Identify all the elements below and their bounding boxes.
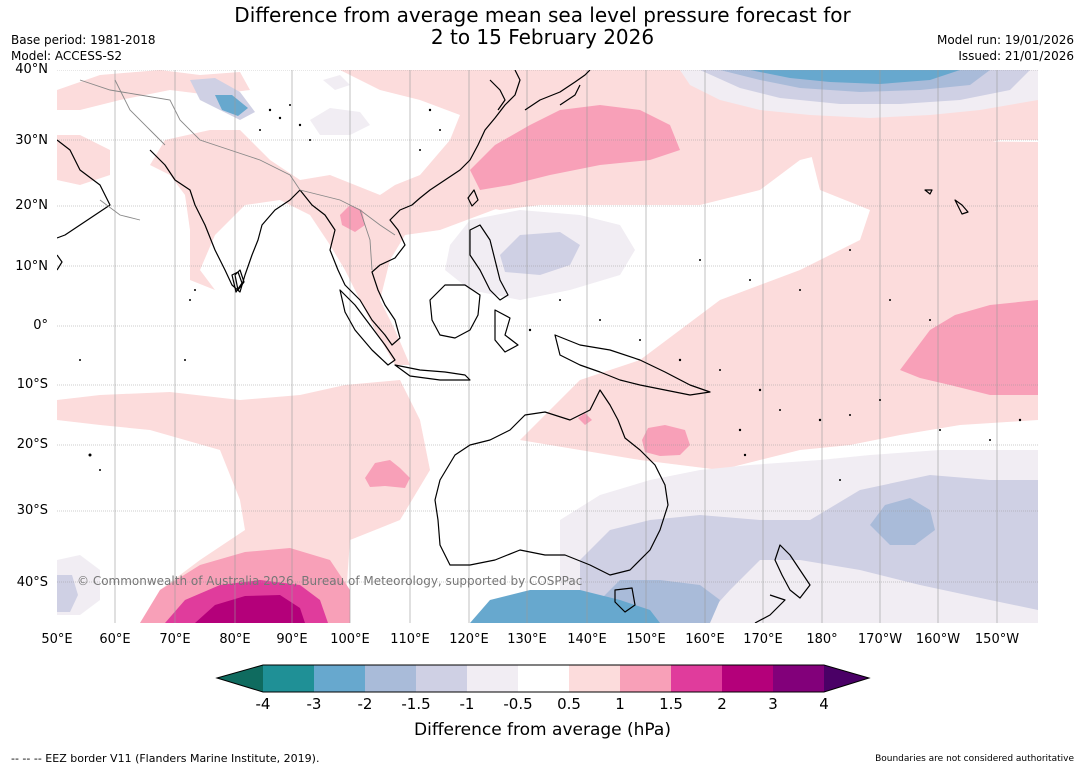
lat-label-30s: 30°S (16, 503, 48, 518)
anomaly-region-blue-tibet (215, 95, 248, 116)
lon-label-160e: 160°E (685, 632, 725, 647)
anomaly-region-rose-japan (470, 105, 680, 190)
colorbar-label-p2: 2 (717, 695, 727, 713)
metadata-right: Model run: 19/01/2026 Issued: 21/01/2026 (937, 32, 1074, 64)
lon-label-80e: 80°E (219, 632, 251, 647)
lon-label-70e: 70°E (159, 632, 191, 647)
anomaly-region-purple-south-indian (195, 595, 305, 623)
lon-label-170e: 170°E (743, 632, 783, 647)
anomaly-region-lightblue-south-west (57, 575, 78, 612)
lon-label-50e: 50°E (41, 632, 73, 647)
lon-label-90e: 90°E (276, 632, 308, 647)
colorbar-seg-3 (365, 665, 416, 692)
colorbar-label-m1-5: -1.5 (401, 695, 431, 713)
colorbar-label-m1: -1 (459, 695, 475, 713)
anomaly-region-pink-indian-ocean (57, 380, 430, 623)
boundaries-disclaimer: Boundaries are not considered authoritat… (875, 754, 1074, 764)
anomaly-region-pink-west-arabia (57, 135, 110, 185)
colorbar-label-m2: -2 (357, 695, 373, 713)
base-period: Base period: 1981-2018 (11, 33, 156, 47)
colorbar-seg-1 (263, 665, 314, 692)
colorbar-label-p0-5: 0.5 (557, 695, 581, 713)
colorbar-seg-11 (773, 665, 824, 692)
anomaly-region-rose-central-pacific (900, 300, 1038, 395)
anomaly-region-rose-indochina (340, 205, 365, 232)
colorbar-seg-6 (518, 665, 569, 692)
colorbar-seg-9 (671, 665, 722, 692)
colorbar-label-m0-5: -0.5 (503, 695, 533, 713)
colorbar-seg-0 (217, 665, 263, 692)
colorbar-seg-7 (569, 665, 620, 692)
lon-label-140e: 140°E (567, 632, 607, 647)
colorbar-label-m3: -3 (306, 695, 322, 713)
lat-label-10n: 10°N (15, 259, 48, 274)
lon-label-180: 180° (806, 632, 838, 647)
anomaly-region-lightblue-philippines (500, 232, 580, 275)
anomaly-region-blue-south-2 (870, 498, 935, 545)
lon-label-120e: 120°E (449, 632, 489, 647)
map-title: Difference from average mean sea level p… (0, 4, 1085, 48)
title-line-1: Difference from average mean sea level p… (234, 3, 851, 27)
lon-label-150e: 150°E (626, 632, 666, 647)
island-specks (79, 104, 1022, 481)
lat-label-20n: 20°N (15, 198, 48, 213)
lat-label-30n: 30°N (15, 133, 48, 148)
anomaly-region-mid-blue-south (470, 590, 660, 623)
lon-label-160w: 160°W (915, 632, 961, 647)
anomaly-region-mid-blue-north-pacific (750, 70, 960, 84)
colorbar-label-p1: 1 (615, 695, 625, 713)
map-area (57, 70, 1038, 623)
lon-label-60e: 60°E (99, 632, 131, 647)
model-name: Model: ACCESS-S2 (11, 49, 123, 63)
copyright-notice: © Commonwealth of Australia 2026, Bureau… (77, 574, 583, 588)
lat-label-10s: 10°S (16, 377, 48, 392)
country-borders (79, 79, 396, 271)
lon-label-150w: 150°W (974, 632, 1020, 647)
colorbar-label-p1-5: 1.5 (659, 695, 683, 713)
colorbar-seg-10 (722, 665, 773, 692)
coastlines (57, 70, 969, 623)
lon-label-110e: 110°E (390, 632, 430, 647)
colorbar-seg-12 (824, 665, 869, 692)
colorbar-title: Difference from average (hPa) (414, 720, 671, 740)
metadata-left: Base period: 1981-2018 Model: ACCESS-S2 (11, 32, 156, 64)
anomaly-region-rose-small (578, 413, 592, 425)
anomaly-region-rose-indian (365, 460, 410, 488)
lon-label-130e: 130°E (507, 632, 547, 647)
lon-label-100e: 100°E (330, 632, 370, 647)
title-line-2: 2 to 15 February 2026 (430, 25, 655, 49)
lat-label-0: 0° (33, 318, 48, 333)
anomaly-region-rose-australia (642, 425, 690, 456)
lat-label-40n: 40°N (15, 62, 48, 77)
lat-label-40s: 40°S (16, 575, 48, 590)
graticule-grid (57, 70, 1038, 623)
model-run: Model run: 19/01/2026 (936, 33, 1074, 47)
lat-label-20s: 20°S (16, 437, 48, 452)
lon-label-170w: 170°W (857, 632, 903, 647)
colorbar-seg-5 (467, 665, 518, 692)
colorbar (215, 664, 871, 693)
colorbar-label-m4: -4 (255, 695, 271, 713)
pressure-anomaly-map (57, 70, 1038, 623)
colorbar-label-p4: 4 (819, 695, 829, 713)
colorbar-seg-4 (416, 665, 467, 692)
anomaly-region-lavender-china (310, 108, 370, 135)
colorbar-seg-2 (314, 665, 365, 692)
colorbar-label-p3: 3 (768, 695, 778, 713)
anomaly-region-lavender-tibet-2 (323, 75, 350, 90)
issued-date: Issued: 21/01/2026 (958, 49, 1074, 63)
colorbar-seg-8 (620, 665, 671, 692)
eez-legend: -- -- -- EEZ border V11 (Flanders Marine… (11, 752, 320, 765)
